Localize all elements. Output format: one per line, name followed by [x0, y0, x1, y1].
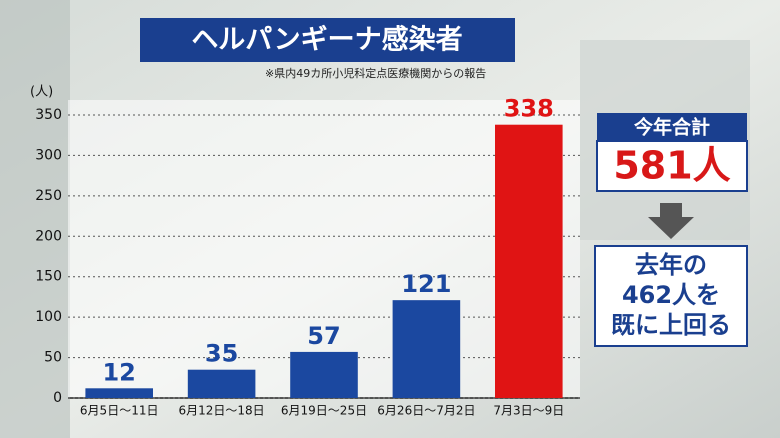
comparison-line: 去年の: [635, 251, 707, 279]
bar: [290, 351, 358, 398]
y-tick-label: 300: [35, 147, 62, 163]
y-tick-label: 50: [44, 350, 62, 366]
value-label: 57: [307, 322, 340, 350]
y-tick-label: 150: [35, 269, 62, 285]
bar: [85, 388, 153, 398]
bar: [187, 369, 256, 398]
value-label: 12: [102, 358, 135, 386]
total-box: [596, 140, 748, 192]
x-tick-label: 6月12日〜18日: [179, 404, 265, 418]
y-tick-label: 0: [53, 390, 62, 406]
total-label-box: [597, 113, 747, 141]
value-label: 121: [401, 270, 451, 298]
y-tick-label: 350: [35, 107, 62, 123]
title-box: [140, 18, 515, 62]
x-tick-label: 6月5日〜11日: [80, 404, 159, 418]
chart-title: ヘルパンギーナ感染者: [191, 24, 462, 56]
comparison-line: 462人を: [622, 281, 720, 309]
comparison-line: 既に上回る: [611, 311, 731, 339]
y-tick-label: 100: [35, 309, 62, 325]
y-unit: (人): [30, 85, 53, 100]
x-tick-label: 6月26日〜7月2日: [377, 404, 475, 418]
y-tick-label: 200: [35, 228, 62, 244]
arrow: [648, 203, 694, 239]
plot-area: [68, 100, 580, 398]
value-label: 338: [504, 95, 554, 123]
y-tick-label: 250: [35, 188, 62, 204]
total-label: 今年合計: [633, 116, 710, 139]
subtitle: ※県内49カ所小児科定点医療機関からの報告: [265, 66, 486, 80]
x-tick-label: 7月3日〜9日: [493, 404, 564, 418]
bar: [495, 124, 563, 399]
bar: [392, 300, 461, 398]
comparison-box: [594, 245, 748, 347]
total-value: 581人: [613, 144, 730, 188]
x-tick-label: 6月19日〜25日: [281, 404, 367, 418]
curtain: [0, 0, 70, 438]
value-label: 35: [205, 340, 238, 368]
